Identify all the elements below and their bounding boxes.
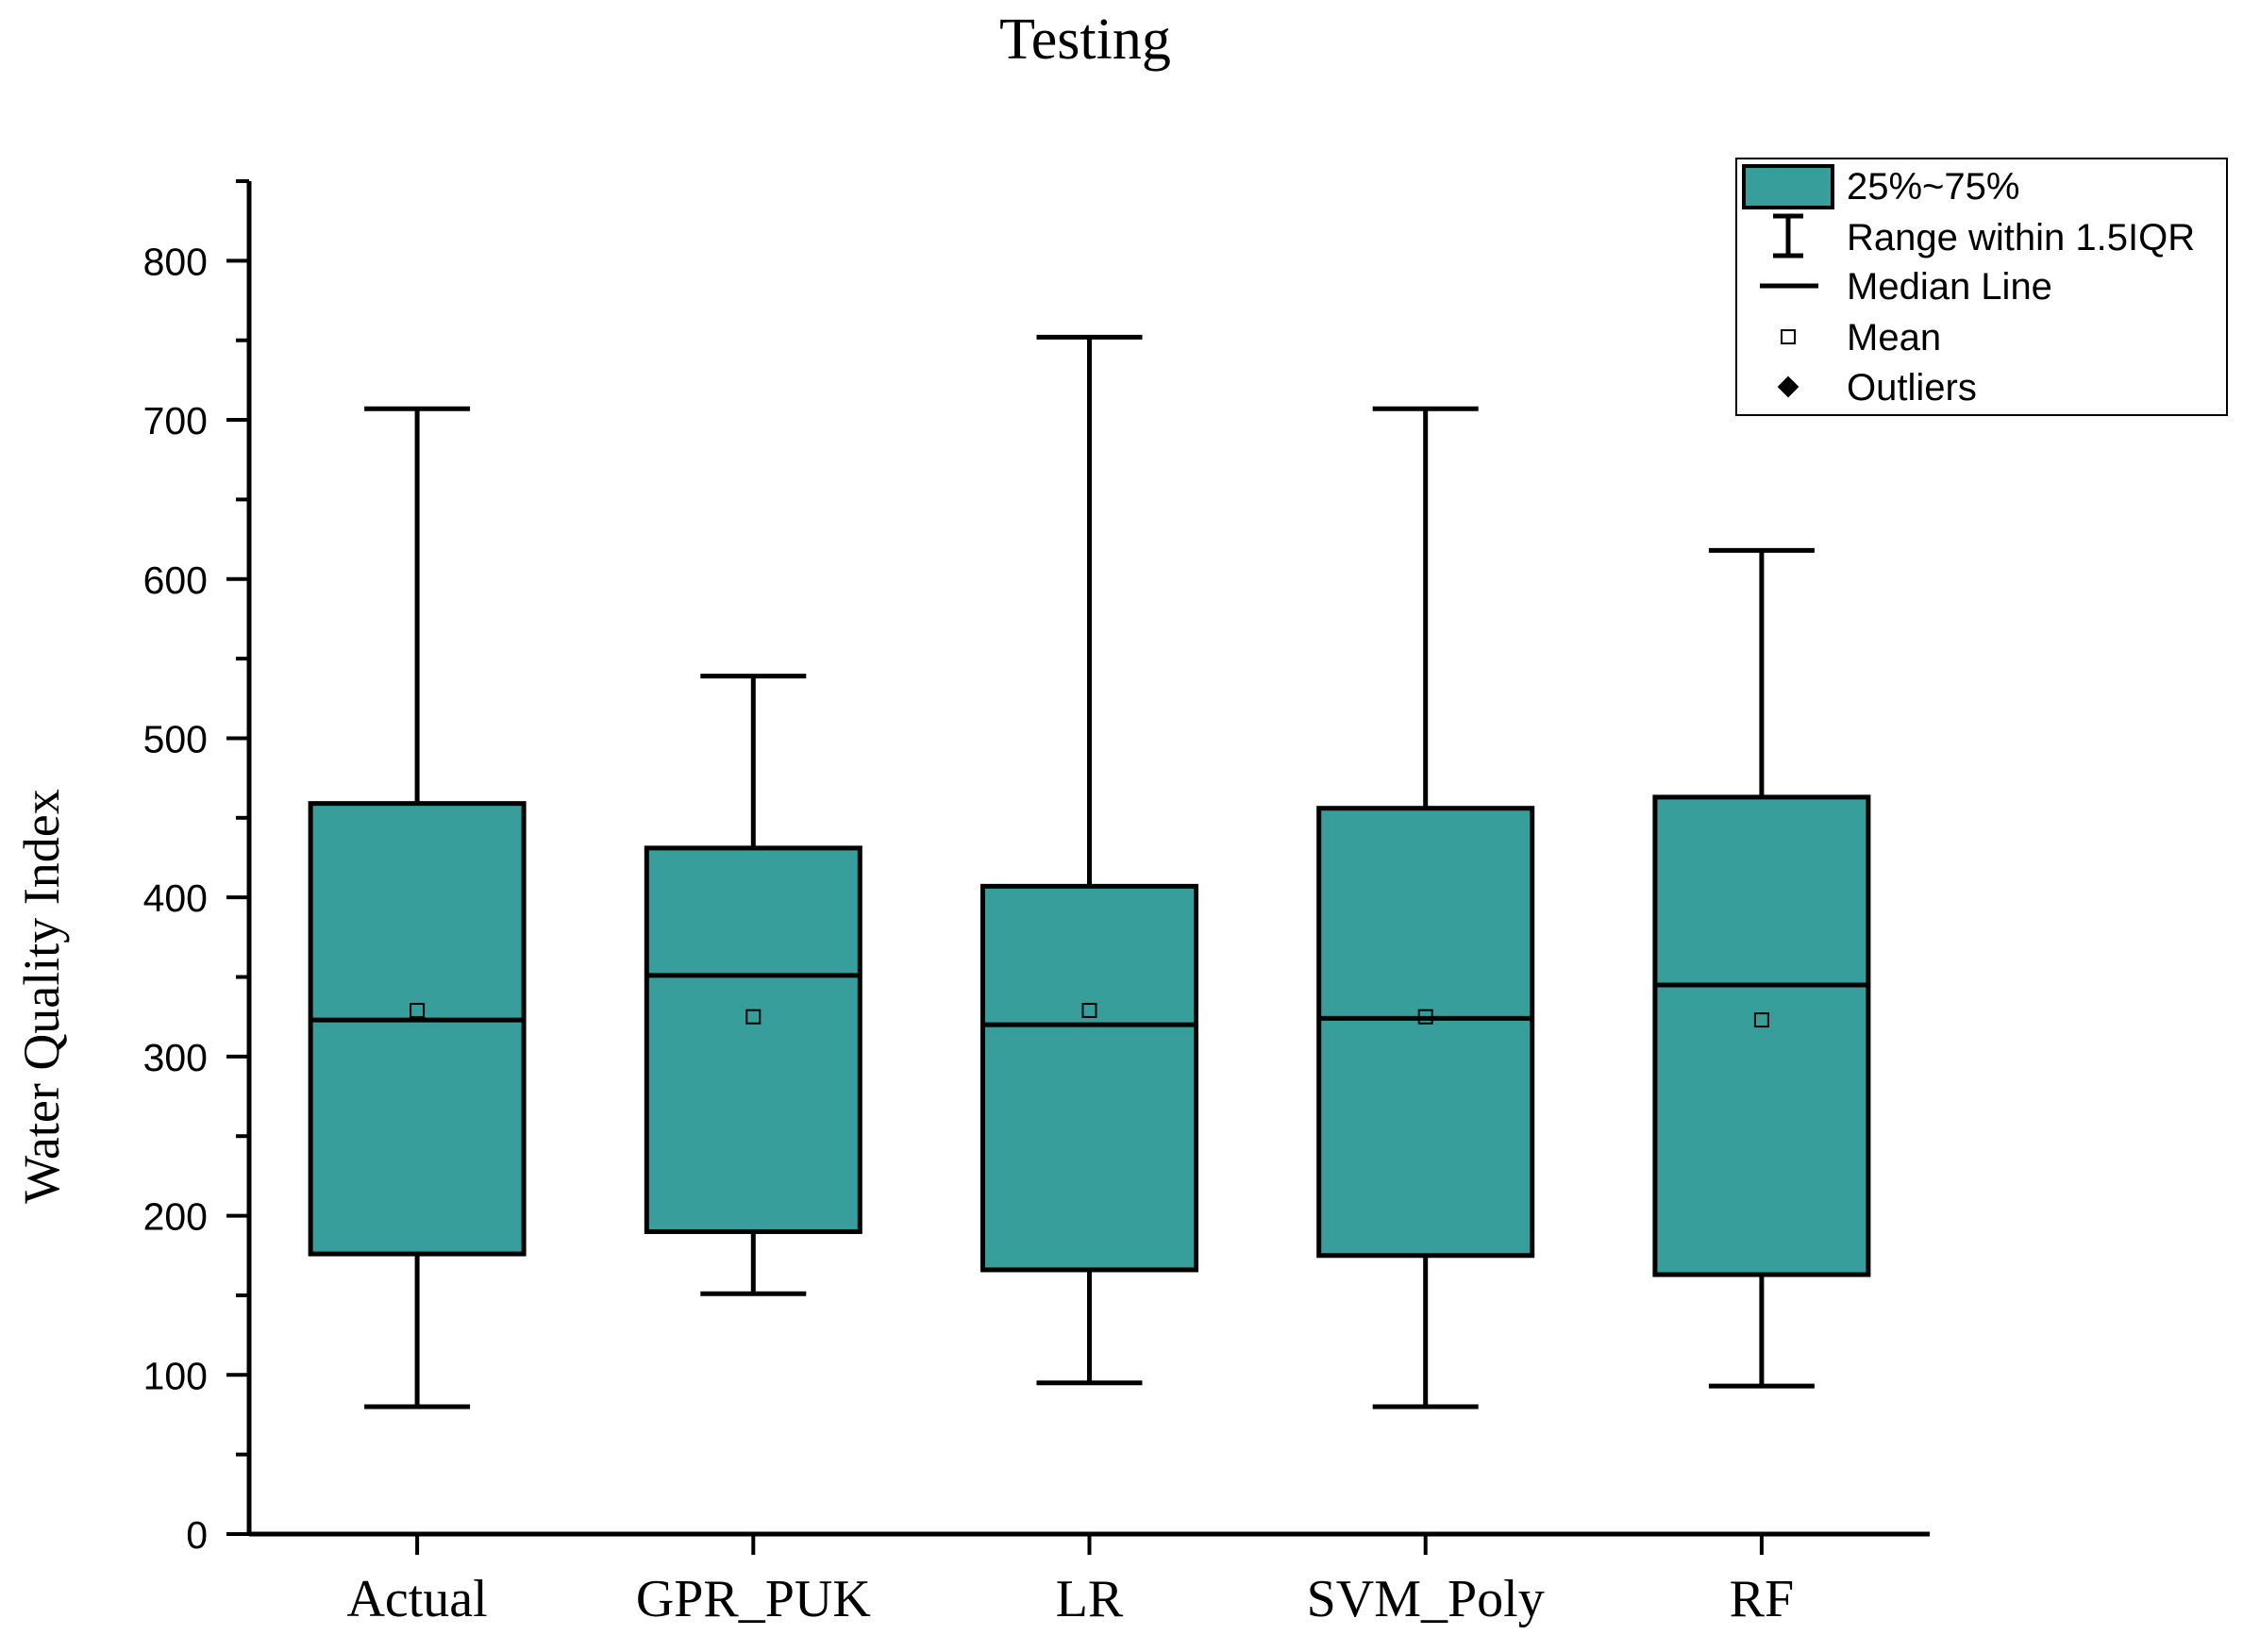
- legend-mean-icon: [1781, 329, 1796, 344]
- y-tick-label: 600: [143, 559, 208, 602]
- y-tick-label: 400: [143, 876, 208, 920]
- legend-range-icon: [1773, 213, 1803, 259]
- plot-area: 0 100 200 300 400 500 600 700 800 Actual GPR_PUK LR…: [143, 179, 1930, 1628]
- y-tick-label: 700: [143, 399, 208, 442]
- y-tick-label: 100: [143, 1354, 208, 1397]
- x-tick-label: Actual: [346, 1570, 487, 1628]
- y-tick-label: 300: [143, 1036, 208, 1079]
- mean-marker: [1753, 1012, 1769, 1028]
- y-tick-label: 800: [143, 240, 208, 283]
- iqr-box: [1316, 806, 1535, 1259]
- x-tick-label: LR: [1056, 1570, 1124, 1628]
- x-tick-label: RF: [1730, 1570, 1795, 1628]
- y-axis-label: Water Quality Index: [13, 789, 70, 1204]
- mean-marker: [1417, 1009, 1433, 1025]
- legend-item-median: Median Line: [1847, 266, 2052, 308]
- mean-marker: [1081, 1002, 1097, 1018]
- legend-item-range: Range within 1.5IQR: [1847, 217, 2195, 259]
- iqr-box: [308, 801, 527, 1257]
- y-tick-label: 200: [143, 1195, 208, 1239]
- y-tick-label: 500: [143, 717, 208, 760]
- x-tick-label: SVM_Poly: [1307, 1570, 1545, 1628]
- legend-item-outliers: Outliers: [1847, 367, 1977, 409]
- iqr-box: [1652, 794, 1871, 1277]
- legend-box-swatch: [1742, 164, 1834, 209]
- mean-marker: [410, 1002, 426, 1018]
- legend-item-mean: Mean: [1847, 317, 1941, 359]
- mean-marker: [745, 1009, 762, 1025]
- legend-outlier-icon: [1777, 375, 1799, 398]
- x-tick-label: GPR_PUK: [636, 1570, 871, 1628]
- legend-item-quartile: 25%~75%: [1847, 166, 2019, 208]
- chart-title: Testing: [999, 8, 1171, 72]
- iqr-box: [644, 845, 862, 1234]
- y-tick-label: 0: [186, 1513, 208, 1557]
- legend: 25%~75% Range within 1.5IQR Median Line …: [1735, 158, 2228, 416]
- iqr-box: [980, 883, 1198, 1273]
